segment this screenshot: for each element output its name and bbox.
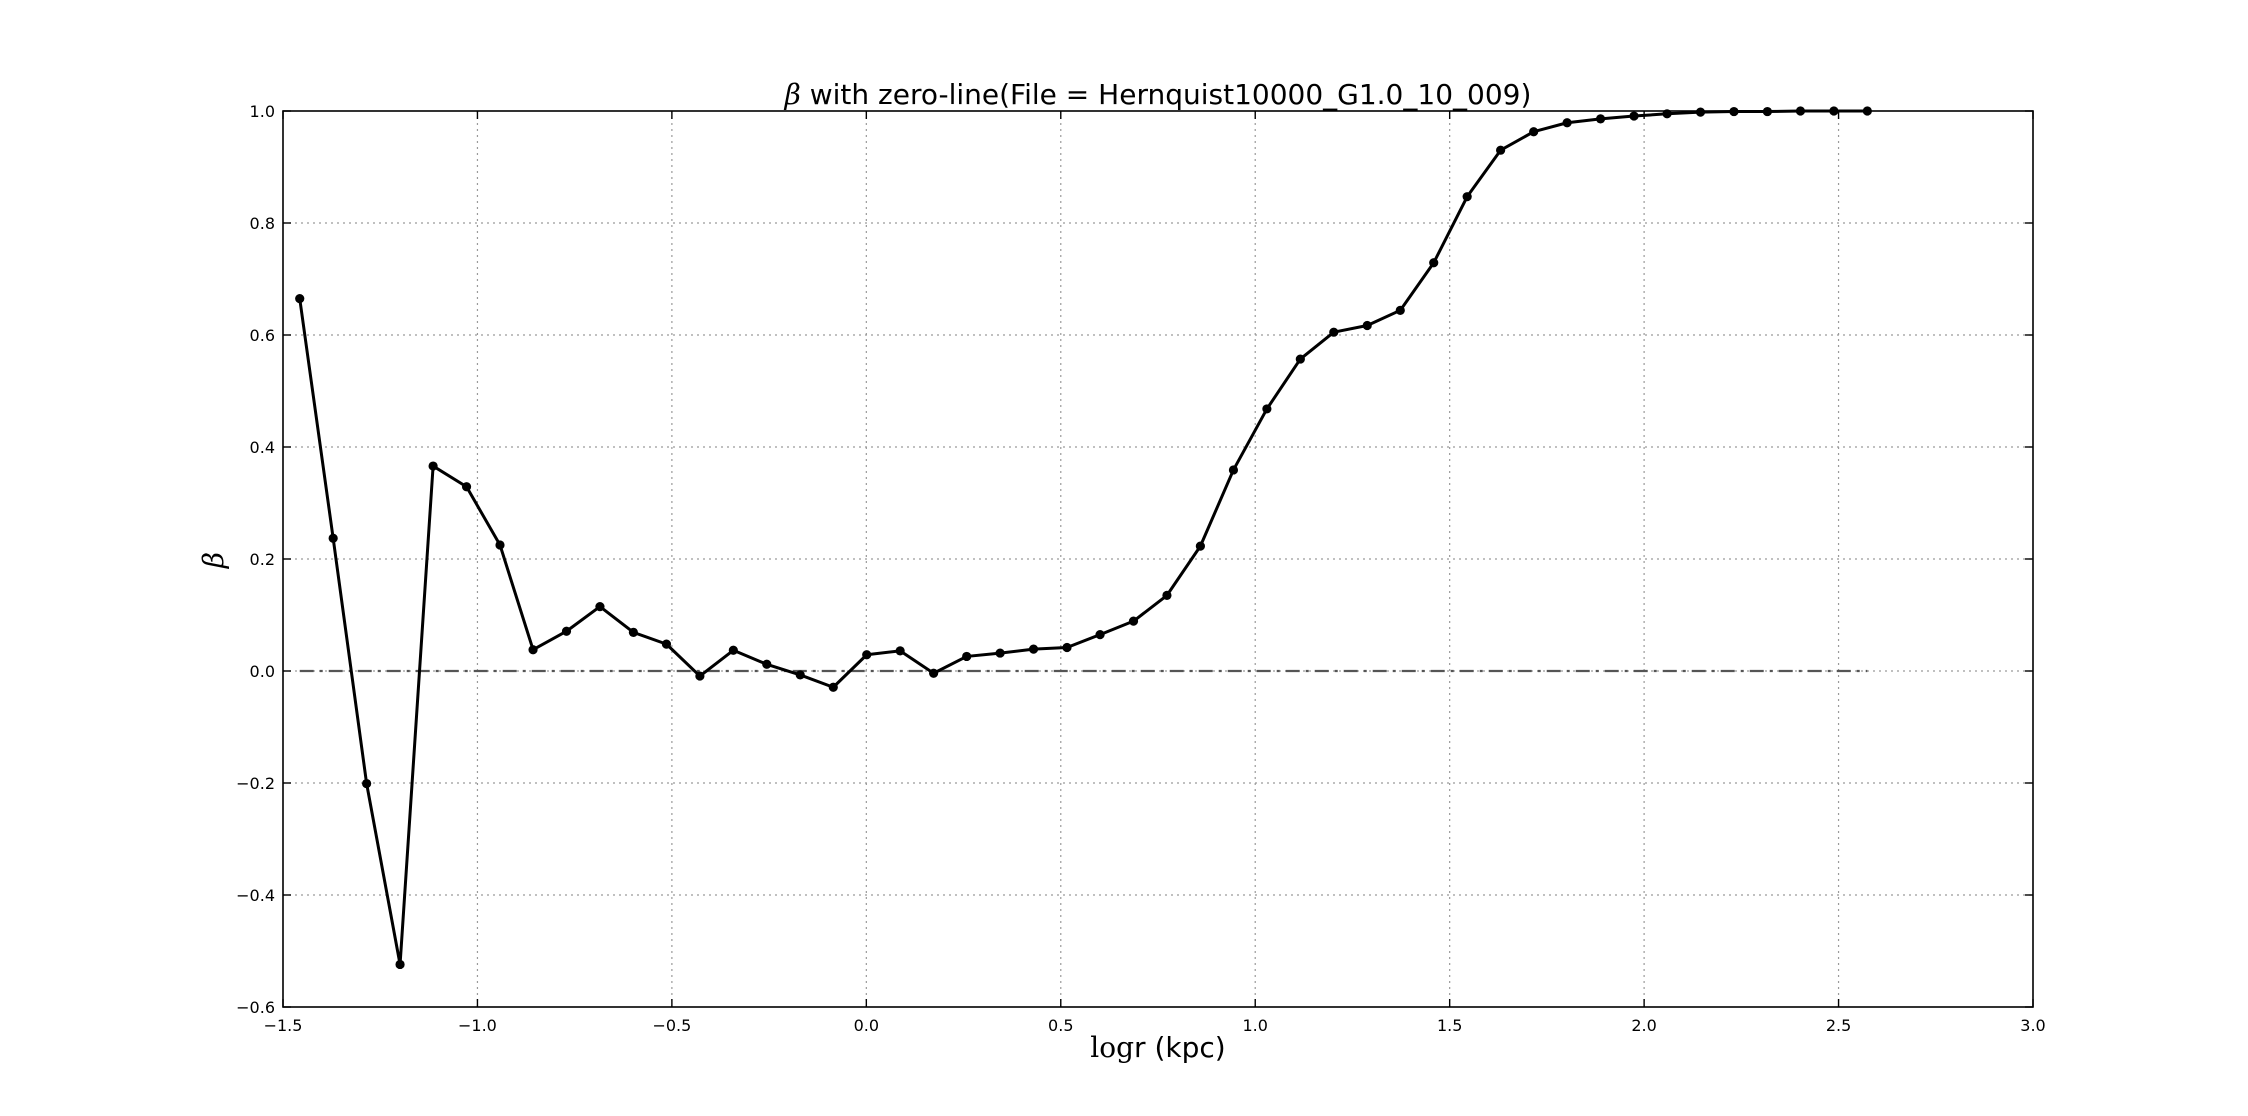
data-point [1496,145,1506,155]
beta-series-line [298,109,1868,966]
data-point [728,645,738,655]
x-tick-label: 1.5 [1437,1016,1462,1035]
y-tick-label: 0.0 [250,662,275,681]
title-beta-symbol: β [784,78,801,111]
data-point [328,533,338,543]
beta-series [295,106,1872,970]
data-point [795,670,805,680]
data-point [1095,630,1105,640]
data-point [1128,616,1139,626]
data-point [695,671,705,681]
data-point [1262,404,1272,414]
data-point [561,626,572,636]
data-point [1529,127,1539,137]
y-tick-label: 1.0 [250,102,275,121]
data-point [1595,114,1606,124]
data-point [1362,320,1372,331]
x-axis-label: logr (kpc) [1090,1031,1225,1064]
data-point [528,645,538,655]
x-tick-label: 1.0 [1242,1016,1267,1035]
data-point [1195,541,1205,551]
data-point [395,959,405,970]
data-point [1162,590,1172,601]
data-point [762,659,772,669]
title-text: with zero-line(File = Hernquist10000_G1.… [801,78,1532,111]
y-tick-label: 0.8 [250,214,275,233]
x-tick-label: 0.5 [1048,1016,1073,1035]
data-point [295,294,305,304]
data-point [1062,642,1072,653]
y-axis-label: β [197,552,230,569]
data-point [362,778,372,789]
data-point [628,627,638,637]
chart-title: β with zero-line(File = Hernquist10000_G… [784,78,1532,111]
data-point [862,650,872,660]
data-point [1695,107,1706,117]
x-tick-label: 2.0 [1631,1016,1656,1035]
data-point [1329,327,1339,337]
x-tick-label: −1.0 [458,1016,497,1035]
data-point [1028,644,1039,654]
data-point [495,540,505,550]
data-point [995,648,1005,658]
x-axis-ticks: −1.5 −1.0 −0.5 0.0 0.5 1.0 1.5 2.0 2.5 3.0 [264,111,2046,1035]
data-point [595,602,605,612]
y-tick-label: −0.2 [236,774,275,793]
data-point [828,682,838,692]
x-tick-label: 2.5 [1826,1016,1851,1035]
data-point [1228,465,1239,475]
y-axis-ticks: −0.6 −0.4 −0.2 0.0 0.2 0.4 0.6 0.8 1.0 [236,102,2033,1017]
data-point [461,482,472,492]
x-axis-label-text: r (kpc) [1134,1031,1226,1064]
data-point [661,639,672,649]
data-point [962,651,972,662]
data-point [1395,305,1405,315]
x-tick-label: −1.5 [264,1016,303,1035]
y-tick-label: −0.6 [236,998,275,1017]
data-point [1462,192,1472,202]
data-point [1429,258,1439,268]
y-tick-label: 0.6 [250,326,275,345]
data-point [895,646,905,656]
data-point [1629,111,1639,121]
y-tick-label: 0.2 [250,550,275,569]
data-point [428,461,438,471]
data-point [929,668,939,678]
x-tick-label: 3.0 [2020,1016,2045,1035]
data-point [1562,118,1572,128]
data-point [1295,354,1305,364]
y-tick-label: 0.4 [250,438,275,457]
x-axis-log-symbol: log [1090,1031,1134,1064]
x-tick-label: 0.0 [854,1016,879,1035]
y-tick-label: −0.4 [236,886,275,905]
x-tick-label: −0.5 [652,1016,691,1035]
